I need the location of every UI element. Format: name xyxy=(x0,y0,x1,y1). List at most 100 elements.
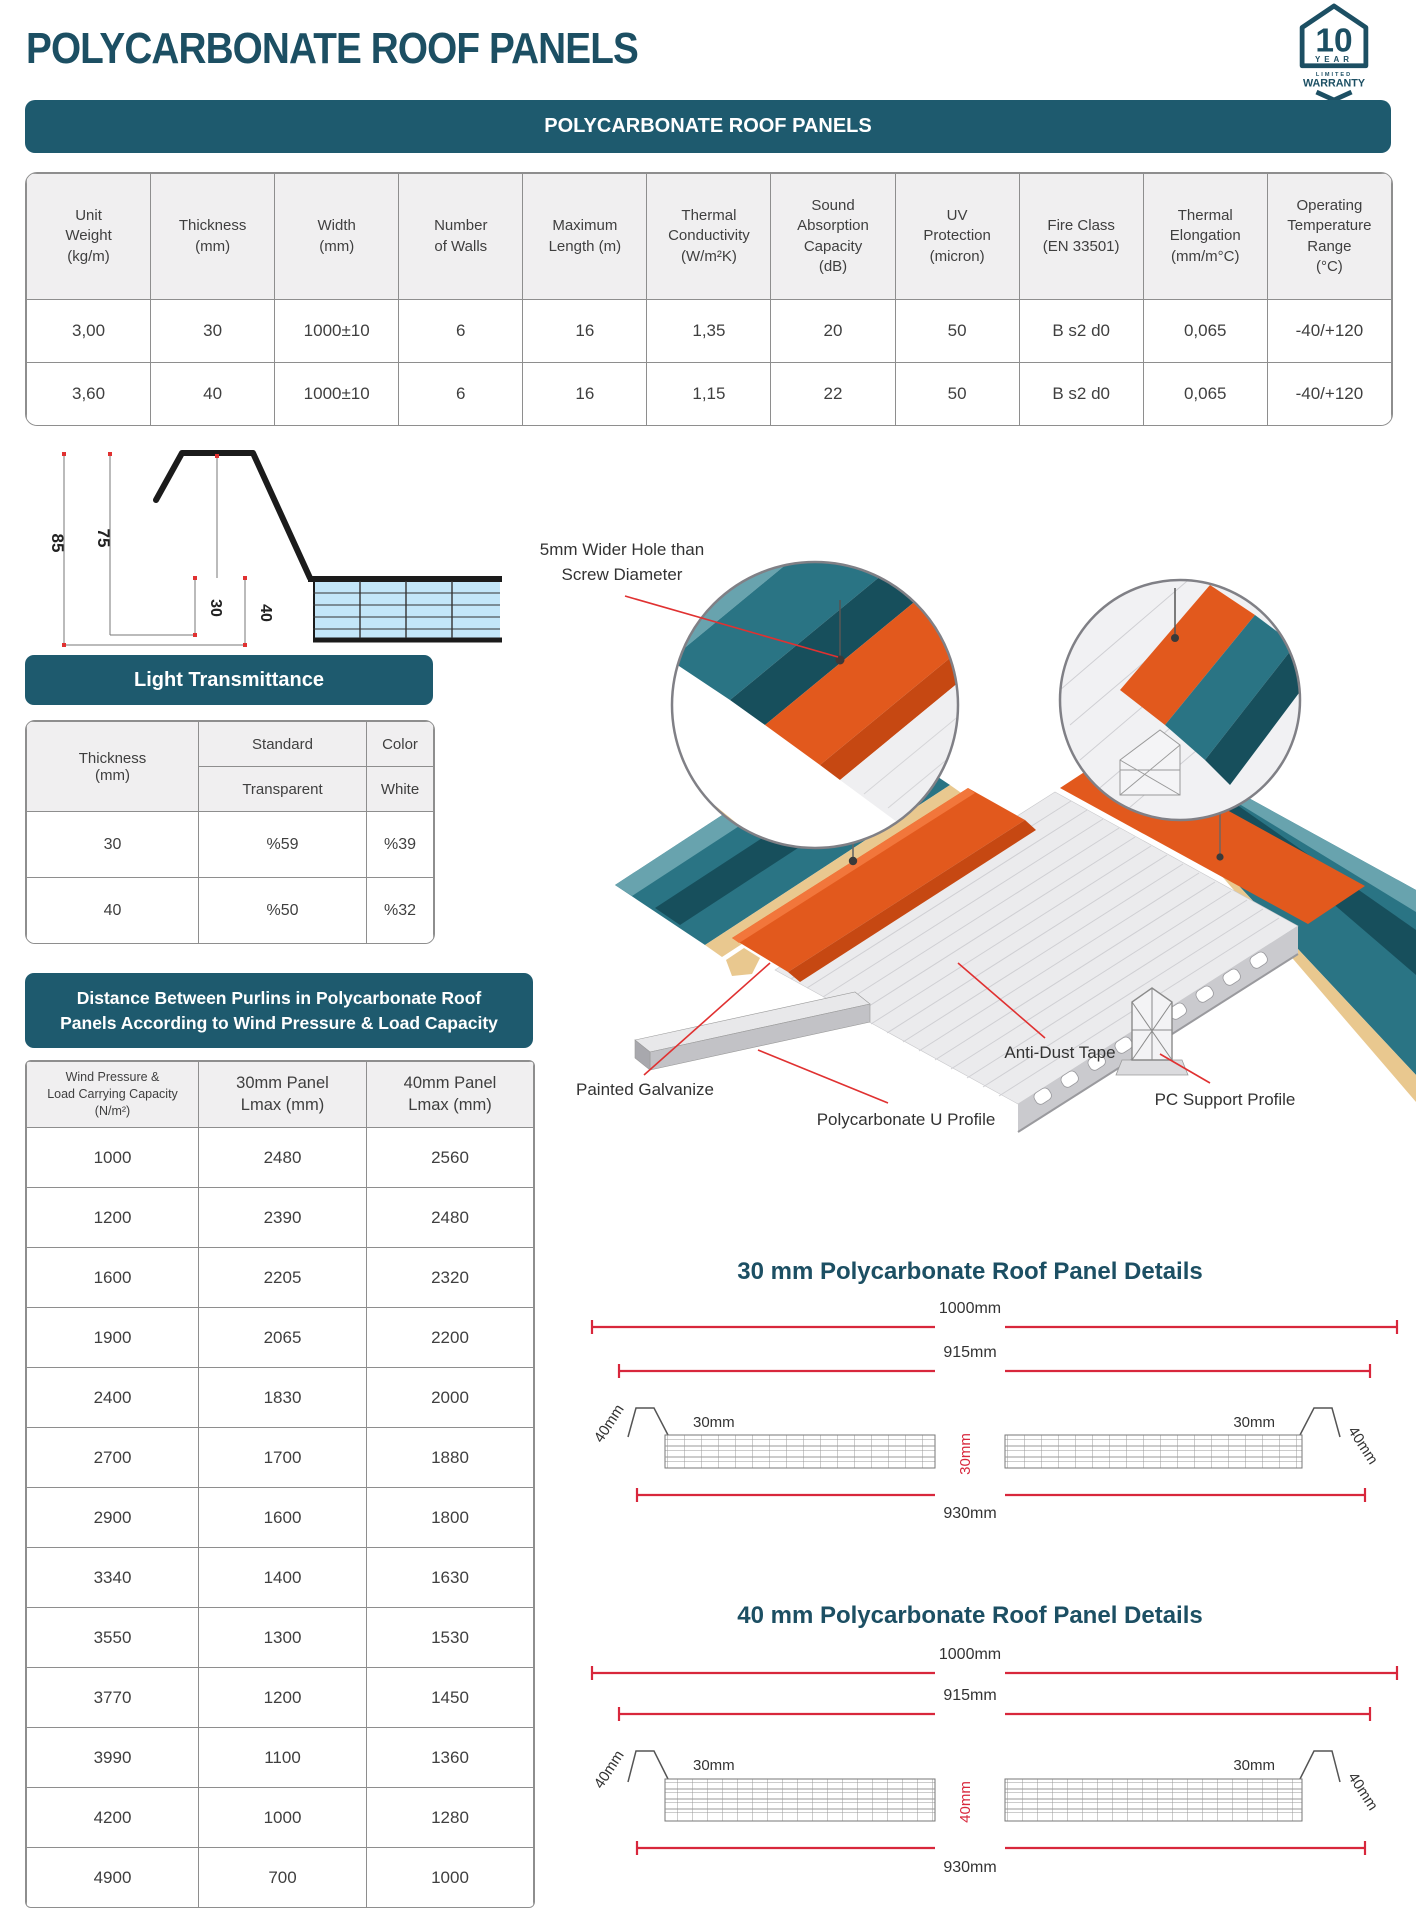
dim-915: 915mm xyxy=(943,1687,996,1704)
spec-header: Width (mm) xyxy=(274,173,400,300)
lt-header-standard: Standard xyxy=(198,721,367,767)
dim-930: 930mm xyxy=(943,1859,996,1876)
purlins-cell: 1600 xyxy=(198,1487,367,1548)
purlins-cell: 2560 xyxy=(366,1127,534,1188)
purlins-row: 4200 1000 1280 xyxy=(26,1787,534,1848)
dim-thickness: 30mm xyxy=(957,1433,974,1475)
flashing-outline xyxy=(153,450,313,581)
shield-icon: 10 YEAR LIMITED WARRANTY xyxy=(1299,3,1369,103)
spec-header: Thickness (mm) xyxy=(150,173,276,300)
dim-lip-left: 30mm xyxy=(693,1757,735,1774)
purlins-row: 1000 2480 2560 xyxy=(26,1127,534,1188)
purlins-header: 40mm Panel Lmax (mm) xyxy=(366,1061,534,1128)
dim-lip-right: 30mm xyxy=(1233,1414,1275,1431)
purlins-row: 2900 1600 1800 xyxy=(26,1487,534,1548)
spec-header-row: Unit Weight (kg/m) Thickness (mm) Width … xyxy=(26,173,1392,300)
purlins-cell: 4200 xyxy=(26,1787,199,1848)
spec-header: Number of Walls xyxy=(398,173,524,300)
purlins-row: 3340 1400 1630 xyxy=(26,1547,534,1608)
spec-cell: 16 xyxy=(522,362,648,425)
spec-cell: 3,00 xyxy=(26,299,152,363)
flashing-profile-diagram: 85 75 30 40 xyxy=(30,438,740,650)
purlins-cell: 1100 xyxy=(198,1727,367,1788)
spec-cell: 3,60 xyxy=(26,362,152,425)
purlins-cell: 1000 xyxy=(366,1847,534,1907)
dim-edge-right: 40mm xyxy=(1344,1769,1381,1813)
purlins-cell: 3550 xyxy=(26,1607,199,1668)
section-banner: POLYCARBONATE ROOF PANELS xyxy=(25,100,1391,153)
panel40-diagram: 1000mm 915mm 30mm 30mm 40mm 40mm 40mm 93… xyxy=(497,1642,1416,1882)
u-profile-bar xyxy=(634,991,871,1071)
purlins-header: 30mm Panel Lmax (mm) xyxy=(198,1061,367,1128)
lt-cell: %32 xyxy=(366,877,434,943)
purlins-cell: 1900 xyxy=(26,1307,199,1368)
spec-cell: -40/+120 xyxy=(1266,362,1392,425)
note-line1: 5mm Wider Hole than xyxy=(539,540,705,559)
panel40-title: 40 mm Polycarbonate Roof Panel Details xyxy=(737,1602,1203,1629)
panel30-diagram: 1000mm 915mm 30mm 30mm 40mm 40mm 30mm 93… xyxy=(497,1296,1416,1524)
purlins-cell: 2480 xyxy=(198,1127,367,1188)
spec-cell: 1,15 xyxy=(646,362,772,425)
lt-subheader-white: White xyxy=(366,766,434,812)
dim-edge-left: 40mm xyxy=(591,1747,628,1791)
purlins-cell: 1200 xyxy=(26,1187,199,1248)
purlins-row: 2700 1700 1880 xyxy=(26,1427,534,1488)
panel30-title: 30 mm Polycarbonate Roof Panel Details xyxy=(737,1258,1203,1285)
note-line2: Screw Diameter xyxy=(561,564,683,584)
purlins-cell: 1450 xyxy=(366,1667,534,1728)
dim-lip-right: 30mm xyxy=(1233,1757,1275,1774)
spec-cell: 6 xyxy=(398,299,524,363)
dim-edge-left: 40mm xyxy=(591,1401,628,1445)
purlins-cell: 700 xyxy=(198,1847,367,1907)
label-painted-galvanize: Painted Galvanize xyxy=(576,1080,714,1099)
label-anti-dust-tape: Anti-Dust Tape xyxy=(1004,1043,1116,1062)
lt-cell: %59 xyxy=(198,811,367,878)
spec-header: Fire Class (EN 33501) xyxy=(1018,173,1144,300)
spec-cell: 22 xyxy=(770,362,896,425)
purlins-title: Distance Between Purlins in Polycarbonat… xyxy=(25,973,533,1048)
purlins-cell: 1880 xyxy=(366,1427,534,1488)
purlins-cell: 1360 xyxy=(366,1727,534,1788)
pc-support-block xyxy=(1115,987,1189,1076)
purlins-row: 3770 1200 1450 xyxy=(26,1667,534,1728)
purlins-cell: 2320 xyxy=(366,1247,534,1308)
purlins-cell: 3340 xyxy=(26,1547,199,1608)
spec-cell: B s2 d0 xyxy=(1018,299,1144,363)
dim-lip-left: 30mm xyxy=(693,1414,735,1431)
purlins-cell: 2065 xyxy=(198,1307,367,1368)
dim-thickness: 40mm xyxy=(957,1781,974,1823)
page-title: POLYCARBONATE ROOF PANELS xyxy=(26,24,639,73)
purlins-cell: 2900 xyxy=(26,1487,199,1548)
spec-cell: B s2 d0 xyxy=(1018,362,1144,425)
spec-header: Thermal Elongation (mm/m°C) xyxy=(1142,173,1268,300)
spec-cell: 1,35 xyxy=(646,299,772,363)
spec-row-40mm: 3,60 40 1000±10 6 16 1,15 22 50 B s2 d0 … xyxy=(26,362,1392,425)
spec-header: Operating Temperature Range (°C) xyxy=(1266,173,1392,300)
purlins-cell: 1800 xyxy=(366,1487,534,1548)
purlins-cell: 1280 xyxy=(366,1787,534,1848)
purlins-cell: 1000 xyxy=(198,1787,367,1848)
profile-dim-75: 75 xyxy=(94,529,113,548)
spec-cell: 0,065 xyxy=(1142,299,1268,363)
installation-illustration xyxy=(520,530,1416,1142)
lt-cell: 30 xyxy=(26,811,199,878)
profile-dim-30: 30 xyxy=(207,599,224,617)
warranty-badge: 10 YEAR LIMITED WARRANTY xyxy=(1282,2,1386,104)
dim-930: 930mm xyxy=(943,1505,996,1522)
purlins-row: 2400 1830 2000 xyxy=(26,1367,534,1428)
purlins-cell: 1700 xyxy=(198,1427,367,1488)
spec-row-30mm: 3,00 30 1000±10 6 16 1,35 20 50 B s2 d0 … xyxy=(26,299,1392,363)
label-u-profile: Polycarbonate U Profile xyxy=(816,1110,996,1129)
spec-header: Sound Absorption Capacity (dB) xyxy=(770,173,896,300)
badge-warranty: WARRANTY xyxy=(1303,77,1365,89)
lt-header-thickness: Thickness (mm) xyxy=(26,721,199,812)
profile-dim-40: 40 xyxy=(257,604,274,622)
purlins-cell: 2000 xyxy=(366,1367,534,1428)
purlins-table: Wind Pressure & Load Carrying Capacity (… xyxy=(25,1060,535,1908)
spec-cell: -40/+120 xyxy=(1266,299,1392,363)
purlins-cell: 2205 xyxy=(198,1247,367,1308)
purlins-cell: 2480 xyxy=(366,1187,534,1248)
purlins-row: 1900 2065 2200 xyxy=(26,1307,534,1368)
purlins-cell: 2400 xyxy=(26,1367,199,1428)
purlins-cell: 2390 xyxy=(198,1187,367,1248)
